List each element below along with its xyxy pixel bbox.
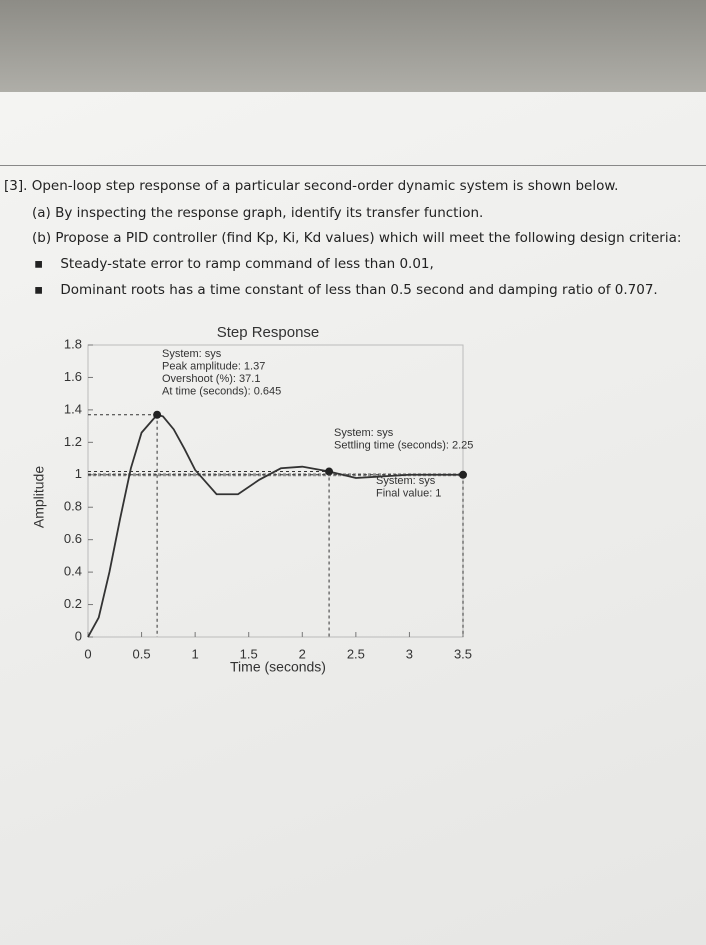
bullet: ▪ Dominant roots has a time constant of … bbox=[34, 282, 658, 298]
datatip-text: Overshoot (%): 37.1 bbox=[162, 373, 260, 385]
x-tick-label: 2 bbox=[299, 646, 306, 661]
x-tick-label: 1.5 bbox=[240, 646, 258, 661]
question-heading: [3]. Open-loop step response of a partic… bbox=[4, 178, 619, 194]
chart-title: Step Response bbox=[217, 324, 320, 341]
y-tick-label: 1.8 bbox=[64, 336, 82, 351]
question-part: (b) Propose a PID controller (find Kp, K… bbox=[32, 230, 682, 246]
x-tick-label: 0 bbox=[84, 646, 91, 661]
datatip-text: System: sys bbox=[334, 427, 394, 439]
question-part: (a) By inspecting the response graph, id… bbox=[32, 205, 484, 221]
y-tick-label: 1 bbox=[75, 466, 82, 481]
datatip-text: At time (seconds): 0.645 bbox=[162, 385, 281, 397]
x-tick-label: 3.5 bbox=[454, 646, 472, 661]
y-tick-label: 0 bbox=[75, 628, 82, 643]
x-axis-label: Time (seconds) bbox=[230, 659, 326, 675]
datatip-text: System: sys bbox=[376, 475, 436, 487]
y-tick-label: 1.6 bbox=[64, 369, 82, 384]
rule bbox=[0, 165, 706, 166]
datatip-text: Peak amplitude: 1.37 bbox=[162, 360, 265, 372]
x-tick-label: 0.5 bbox=[133, 646, 151, 661]
y-tick-label: 1.2 bbox=[64, 434, 82, 449]
y-tick-label: 1.4 bbox=[64, 401, 82, 416]
y-tick-label: 0.6 bbox=[64, 531, 82, 546]
criterion: Steady-state error to ramp command of le… bbox=[60, 256, 434, 272]
x-tick-label: 2.5 bbox=[347, 646, 365, 661]
criterion: Dominant roots has a time constant of le… bbox=[60, 282, 658, 298]
response-line bbox=[87, 413, 463, 638]
datatip-marker bbox=[153, 410, 162, 419]
datatip-text: System: sys bbox=[162, 348, 222, 360]
y-tick-label: 0.4 bbox=[64, 564, 82, 579]
datatip-text: Settling time (seconds): 2.25 bbox=[334, 439, 473, 451]
plot-frame bbox=[87, 344, 464, 638]
datatip-marker bbox=[459, 470, 467, 479]
y-tick-label: 0.8 bbox=[64, 499, 82, 514]
bullet: ▪ Steady-state error to ramp command of … bbox=[34, 256, 434, 272]
y-tick-label: 0.2 bbox=[64, 596, 82, 611]
datatip-marker bbox=[325, 467, 334, 476]
y-axis-label: Amplitude bbox=[31, 466, 47, 528]
datatip-text: Final value: 1 bbox=[376, 487, 441, 499]
x-tick-label: 1 bbox=[192, 646, 199, 661]
paper bbox=[0, 92, 706, 945]
x-tick-label: 3 bbox=[406, 646, 413, 661]
